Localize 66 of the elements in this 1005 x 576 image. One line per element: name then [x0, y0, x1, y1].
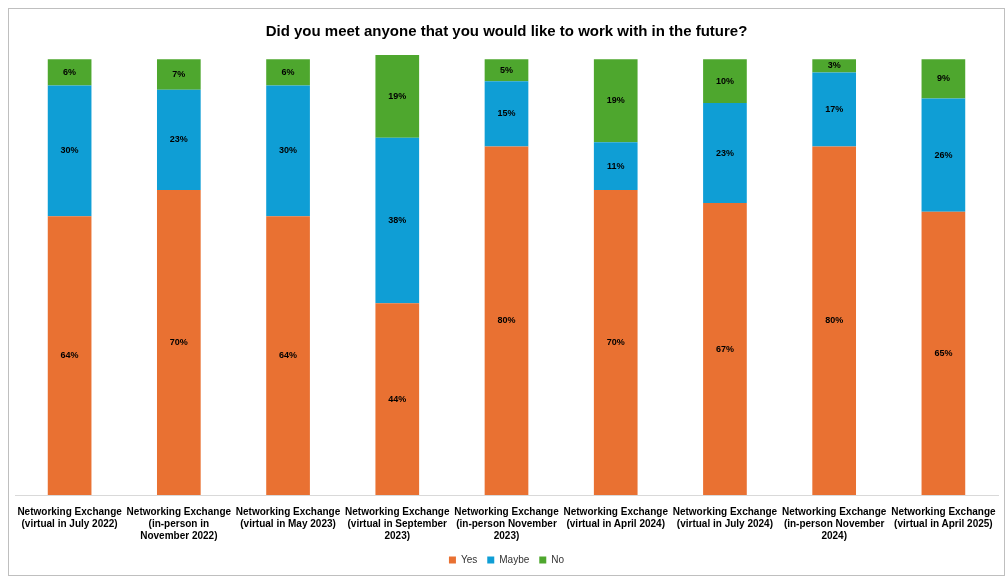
- bar: [484, 81, 529, 147]
- legend-label: No: [551, 553, 565, 565]
- bar: [703, 102, 747, 204]
- data-label: 9%: [936, 73, 950, 84]
- bar: [703, 59, 747, 103]
- bar: [266, 216, 310, 495]
- data-label: 26%: [934, 149, 953, 160]
- data-label: 5%: [499, 64, 514, 75]
- bar: [593, 142, 638, 191]
- data-label: 30%: [60, 145, 79, 156]
- data-label: 23%: [715, 147, 734, 158]
- data-label: 64%: [60, 350, 79, 361]
- data-label: 6%: [281, 66, 295, 77]
- bar: [484, 59, 529, 82]
- chart-title: Did you meet anyone that you would like to work with in the future?: [265, 22, 748, 40]
- x-tick-label: Networking Exchange (in-person November 2024): [781, 505, 887, 541]
- data-label: 65%: [934, 347, 953, 358]
- data-label: 15%: [497, 108, 516, 119]
- bar: [266, 59, 310, 86]
- data-label: 23%: [169, 134, 188, 145]
- data-label: 67%: [715, 343, 734, 354]
- bar: [593, 190, 638, 495]
- x-tick-label: Networking Exchange (virtual in July 2022): [17, 505, 123, 529]
- bar: [921, 59, 966, 99]
- bar: [703, 203, 747, 495]
- x-tick-label: Networking Exchange (in-person November 2023): [454, 505, 560, 541]
- data-label: 44%: [388, 393, 407, 404]
- data-label: 70%: [169, 337, 188, 348]
- bar: [156, 89, 201, 191]
- bar: [47, 59, 92, 86]
- data-label: 19%: [388, 90, 407, 101]
- bar: [47, 216, 92, 495]
- x-tick-label: Networking Exchange (virtual in April 2024): [563, 505, 669, 529]
- bar: [484, 146, 529, 495]
- bar: [375, 303, 420, 495]
- bar: [156, 190, 201, 495]
- data-label: 17%: [825, 103, 844, 114]
- data-label: 11%: [606, 160, 625, 171]
- legend-label: Maybe: [499, 553, 530, 565]
- bar: [812, 72, 857, 147]
- bar: [593, 59, 638, 143]
- bar: [921, 211, 966, 495]
- data-label: 19%: [606, 95, 625, 106]
- bar: [375, 55, 420, 138]
- bar: [921, 98, 966, 212]
- bar: [266, 85, 310, 217]
- data-label: 64%: [279, 350, 298, 361]
- x-tick-label: Networking Exchange (virtual in July 2024): [672, 505, 778, 529]
- bar: [156, 59, 201, 90]
- x-tick-label: Networking Exchange (virtual in September 2023): [345, 505, 450, 541]
- data-label: 7%: [172, 69, 186, 80]
- bar: [47, 85, 92, 217]
- x-tick-label: Networking Exchange (virtual in April 2025): [891, 505, 997, 529]
- data-label: 80%: [497, 315, 516, 326]
- x-tick-label: Networking Exchange (in-person in November 2022): [126, 505, 232, 541]
- bar: [812, 146, 857, 495]
- data-label: 10%: [715, 75, 734, 86]
- data-label: 30%: [279, 145, 298, 156]
- bar: [375, 137, 420, 304]
- data-label: 6%: [63, 66, 77, 77]
- legend-label: Yes: [460, 553, 478, 565]
- x-tick-label: Networking Exchange (virtual in May 2023): [235, 505, 341, 529]
- data-label: 70%: [606, 337, 625, 348]
- data-label: 80%: [825, 315, 844, 326]
- data-label: 3%: [827, 60, 841, 71]
- data-label: 38%: [388, 215, 407, 226]
